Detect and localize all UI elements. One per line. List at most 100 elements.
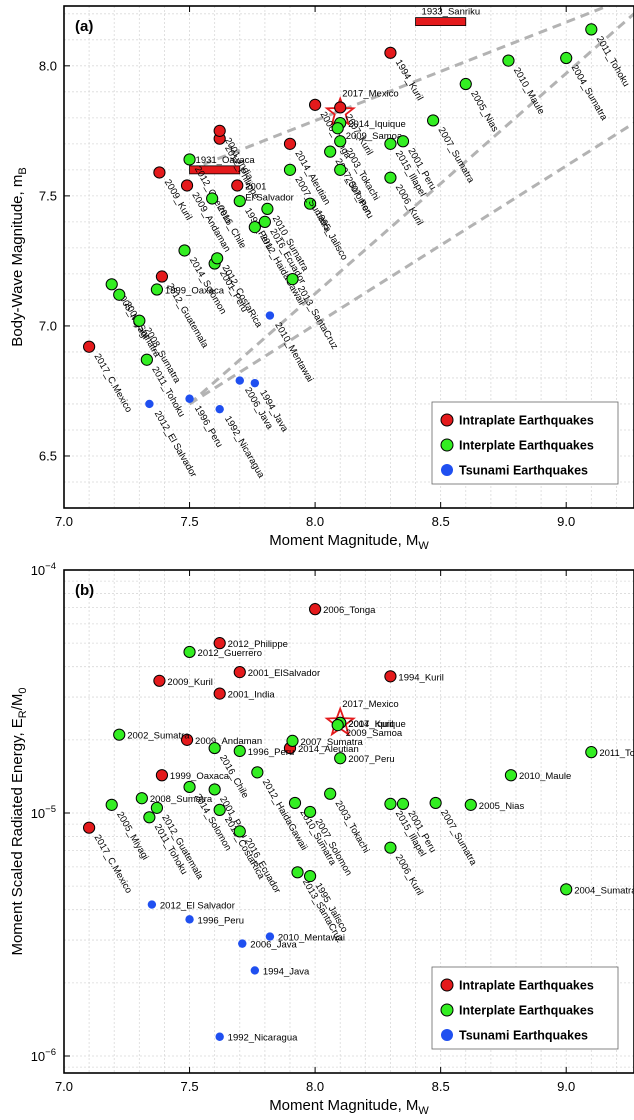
point-2012-guatemala <box>150 801 164 814</box>
point-label: 2011_Tohoku <box>594 34 632 88</box>
legend-marker <box>441 1029 453 1041</box>
point-label: 2013_SantaCruz <box>295 284 340 351</box>
point-2004-sumatra <box>560 883 573 896</box>
bar-1933-sanriku <box>415 17 467 27</box>
point-2001-peru <box>396 135 410 148</box>
x-tick-label: 8.5 <box>432 1079 450 1094</box>
legend-label: Tsunami Earthquakes <box>459 1029 588 1043</box>
star-label: 2017_Mexico <box>342 89 399 100</box>
point-2006-kuril <box>384 841 397 854</box>
y-axis-label: Moment Scaled Radiated Energy, ER/M0 <box>9 687 29 955</box>
point-2010-maule <box>502 54 515 67</box>
point-label: 2014_Iquique <box>348 119 406 130</box>
point-label: 2005_Nias <box>468 89 500 134</box>
point-2007-sumatra <box>427 114 440 127</box>
y-axis: 6.5 7.0 7.5 8.0 <box>39 58 70 463</box>
point-1996-peru <box>185 915 194 924</box>
y-tick-label: 10−5 <box>31 804 56 821</box>
y-axis-label: Body-Wave Magnitude, mB <box>9 167 29 346</box>
point-1996-peru <box>233 194 246 208</box>
legend-label: Interplate Earthquakes <box>459 1004 594 1018</box>
point-2010-sumatra <box>288 796 302 810</box>
x-axis-label: Moment Magnitude, MW <box>269 1097 429 1117</box>
point-1999-oaxaca <box>150 283 164 296</box>
point-2006-tonga <box>309 603 322 616</box>
point-2007-sumatra <box>286 734 299 748</box>
point-2001-india <box>213 124 226 137</box>
point-label: 2011_Tohoku <box>599 748 634 759</box>
point-1996-peru <box>185 394 194 403</box>
point-label: 1996_Peru <box>198 915 244 926</box>
point-2012-costarica <box>211 252 224 265</box>
point-2009-andaman <box>180 179 194 192</box>
panel-label: (b) <box>75 582 94 599</box>
legend-label: Intraplate Earthquakes <box>459 979 594 993</box>
point-2007-kuril <box>334 101 347 114</box>
point-2014-aleutian <box>283 137 297 150</box>
legend-marker <box>440 978 454 992</box>
x-tick-label: 8.0 <box>306 1079 324 1094</box>
point-2003-tokachi <box>334 135 347 148</box>
x-axis-label: Moment Magnitude, MW <box>269 532 429 552</box>
point-1995-jalisco <box>303 197 317 210</box>
point-2009-kuril <box>153 166 166 179</box>
bar-label: 1933_Sanriku <box>422 7 481 18</box>
point-1994-java <box>250 966 260 975</box>
legend-marker <box>440 1003 454 1017</box>
y-tick-label: 8.0 <box>39 58 57 73</box>
point-2007-sumatra <box>429 796 442 810</box>
star-label: 2017_Mexico <box>342 699 399 710</box>
x-tick-label: 7.5 <box>181 514 199 529</box>
y-tick-label: 7.0 <box>39 318 57 333</box>
panel-label: (a) <box>75 18 93 35</box>
point-label: 1992_Nicaragua <box>222 414 267 480</box>
point-label: 2007_Sumatra <box>438 808 479 868</box>
point-2012-guatemala <box>155 270 169 283</box>
point-2015-illapel <box>384 797 397 811</box>
point-label: 2007_Sumatra <box>301 737 364 748</box>
x-tick-label: 7.5 <box>181 1079 199 1094</box>
point-2011-tohoku <box>143 811 156 824</box>
point-label: 2006_Java <box>250 940 297 951</box>
reference-line <box>189 6 612 172</box>
point-2008-sumatra <box>135 792 148 805</box>
point-2004-sumatra <box>560 51 573 65</box>
grid <box>64 570 634 1073</box>
point-label: 2009_Samoa <box>346 131 403 142</box>
point-2005-nias <box>464 798 477 811</box>
x-tick-label: 9.0 <box>557 1079 575 1094</box>
x-tick-label: 7.0 <box>55 1079 73 1094</box>
point-2008-sumatra <box>133 314 146 327</box>
point-label: 2012_Guerrero <box>198 648 262 659</box>
point-2012-guerrero <box>183 645 196 659</box>
point-label: 2006_Tonga <box>323 605 376 616</box>
point-2016-ecuador <box>258 215 271 228</box>
point-2013-santacruz <box>291 866 304 879</box>
point-2017-c-mexico <box>83 821 96 834</box>
point-label: 2004_Sumatra <box>574 885 634 896</box>
legend-marker <box>440 413 454 427</box>
point-1994-java <box>250 378 260 388</box>
legend-label: Interplate Earthquakes <box>459 439 594 453</box>
bar-label: 1931_Oaxaca <box>196 155 256 166</box>
point-1992-nicaragua <box>215 404 224 414</box>
point-2011-tohoku <box>585 746 598 759</box>
plot-frame <box>63 5 634 509</box>
point-2012-philippe <box>213 637 226 650</box>
point-label: 2009_Andaman <box>195 736 262 747</box>
point-label: 2012_El Salvador <box>152 409 199 479</box>
point-2012-haidagawaii <box>251 766 264 779</box>
point-1994-kuril <box>384 46 397 59</box>
point-1995-jalisco <box>303 869 317 883</box>
point-2010-maule <box>504 769 518 782</box>
point-2011-tohoku <box>140 353 153 366</box>
point-2001-elsalvador <box>233 666 246 679</box>
point-2005-nias <box>459 77 472 91</box>
point-2005-miyagi <box>105 798 118 811</box>
point-2012-el-salvador <box>147 900 157 909</box>
y-tick-label: 10−4 <box>31 561 56 578</box>
legend-marker <box>440 438 454 452</box>
point-2006-tonga <box>309 98 322 111</box>
point-label: 2002_Sumatra <box>127 731 190 742</box>
point-2012-el-salvador <box>145 399 154 409</box>
